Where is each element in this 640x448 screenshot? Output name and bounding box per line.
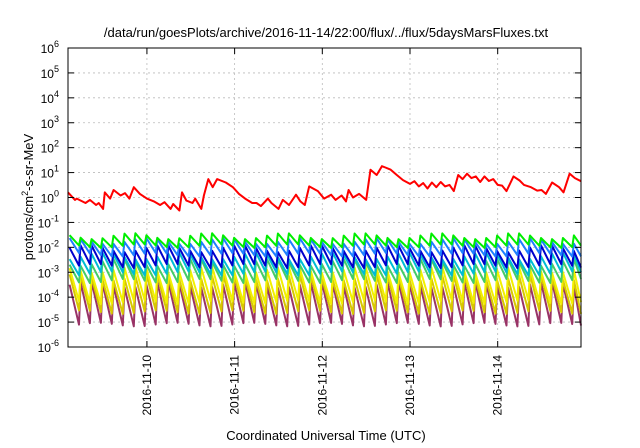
y-tick-label: 102 [41,139,59,156]
chart-title: /data/run/goesPlots/archive/2016-11-14/2… [104,25,549,40]
series-line [68,244,582,270]
y-tick-label: 104 [41,89,59,106]
y-tick-label: 105 [41,64,59,81]
y-axis-label: protons/cm2-s-sr-MeV [20,133,36,260]
series-line [68,232,582,249]
x-tick-label: 2016-11-11 [228,355,242,415]
series-line [68,265,582,305]
x-tick-label: 2016-11-10 [140,355,154,416]
y-tick-label: 101 [41,164,59,181]
y-tick-label: 10-1 [38,213,59,230]
y-tick-label: 10-6 [38,338,59,355]
y-tick-label: 10-2 [38,238,59,255]
series-line-main [67,165,582,212]
x-tick-label: 2016-11-14 [491,355,505,416]
y-tick-label: 10-3 [38,263,59,280]
y-tick-label: 106 [41,39,59,56]
y-tick-label: 10-5 [38,313,59,330]
plot-series [67,165,582,328]
x-tick-label: 2016-11-12 [315,355,329,416]
y-tick-label: 100 [41,189,59,206]
x-axis-label: Coordinated Universal Time (UTC) [226,428,425,443]
y-tick-label: 103 [41,114,59,131]
y-tick-label: 10-4 [38,288,59,305]
y-axis-ticks: 10-6 10-5 10-4 10-3 10-2 10-1 100 101 102 103 104 1… [38,39,581,355]
x-tick-label: 2016-11-13 [403,355,417,416]
x-axis-ticks: 2016-11-10 2016-11-11 2016-11-12 2016-11-13… [140,48,505,416]
